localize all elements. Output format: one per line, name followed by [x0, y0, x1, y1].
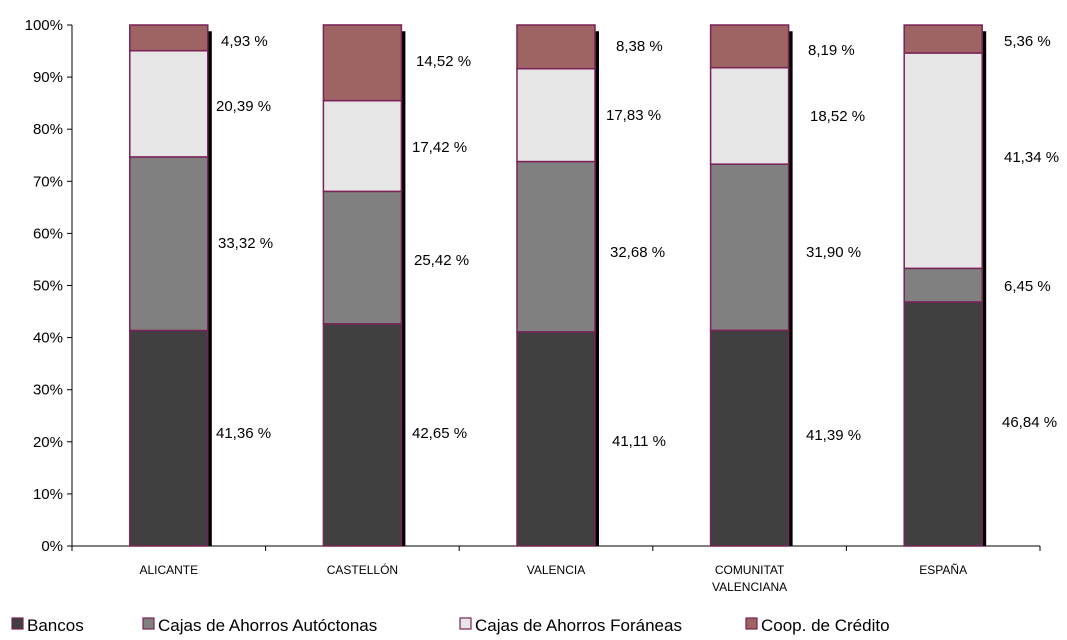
- y-tick-label: 40%: [33, 330, 63, 347]
- data-label: 42,65 %: [412, 425, 467, 442]
- data-label: 41,39 %: [806, 427, 861, 444]
- y-tick-label: 20%: [33, 434, 63, 451]
- y-tick-label: 90%: [33, 69, 63, 86]
- data-label: 20,39 %: [216, 98, 271, 115]
- bar-segment: [903, 24, 983, 54]
- bar-segment: [709, 66, 790, 165]
- x-tick-label: COMUNITAT VALENCIANA: [712, 563, 787, 594]
- bar-segment: [322, 323, 403, 547]
- legend-swatch: [142, 617, 155, 630]
- bar-segment: [322, 99, 403, 193]
- legend-swatch: [459, 617, 472, 630]
- bars: [129, 24, 987, 547]
- data-label: 17,83 %: [606, 107, 661, 124]
- y-tick-label: 0%: [41, 538, 63, 555]
- bar-segment: [516, 331, 596, 547]
- data-label: 5,36 %: [1004, 33, 1051, 50]
- bar-segment: [129, 329, 209, 547]
- legend: Bancos Cajas de Ahorros Autóctonas Cajas d…: [11, 616, 890, 635]
- bar-segment: [322, 24, 403, 102]
- bar-segment: [516, 160, 596, 333]
- y-tick-label: 30%: [33, 382, 63, 399]
- data-label: 17,42 %: [412, 139, 467, 156]
- data-label: 46,84 %: [1002, 414, 1057, 431]
- y-tick-label: 60%: [33, 225, 63, 242]
- bar-shadow: [982, 31, 987, 546]
- y-axis: 0% 10% 20% 30% 40% 50% 60% 70% 80% 90% 100%: [25, 17, 73, 555]
- data-labels: 41,36 % 42,65 % 41,11 % 41,39 % 46,84 % 33,32…: [216, 33, 1059, 450]
- bar-shadow: [207, 31, 212, 546]
- bar-segment: [129, 49, 209, 158]
- bar-segment: [709, 24, 790, 69]
- data-label: 32,68 %: [610, 244, 665, 261]
- bar-segment: [322, 190, 403, 325]
- x-tick-label: CASTELLÓN: [327, 562, 398, 577]
- bar-segment: [516, 67, 596, 163]
- bar-shadow: [401, 31, 406, 546]
- data-label: 14,52 %: [416, 53, 471, 70]
- legend-swatch: [745, 617, 758, 630]
- legend-label: Cajas de Ahorros Foráneas: [475, 616, 682, 635]
- x-tick-label: VALENCIA: [527, 563, 585, 577]
- bar-segment: [903, 267, 983, 303]
- y-tick-label: 10%: [33, 486, 63, 503]
- bar-shadow: [595, 31, 599, 546]
- bar-segment: [129, 24, 209, 52]
- data-label: 31,90 %: [806, 244, 861, 261]
- data-label: 4,93 %: [221, 33, 268, 50]
- x-tick-label: ESPAÑA: [919, 563, 967, 577]
- data-label: 41,11 %: [612, 433, 666, 450]
- data-label: 41,36 %: [216, 425, 271, 442]
- bar-segment: [709, 329, 790, 547]
- x-tick-label: ALICANTE: [139, 563, 198, 577]
- data-label: 6,45 %: [1004, 278, 1051, 295]
- bar-segment: [903, 301, 983, 547]
- y-tick-label: 70%: [33, 173, 63, 190]
- data-label: 8,19 %: [808, 42, 855, 59]
- bar-segment: [516, 24, 596, 70]
- y-tick-label: 100%: [25, 17, 63, 34]
- data-label: 41,34 %: [1004, 149, 1059, 166]
- data-label: 8,38 %: [616, 38, 663, 55]
- data-label: 33,32 %: [218, 235, 273, 252]
- bar-shadow: [788, 31, 793, 546]
- y-tick-label: 80%: [33, 121, 63, 138]
- data-label: 25,42 %: [414, 252, 469, 269]
- x-axis: ALICANTE CASTELLÓN VALENCIA COMUNITAT VALENC…: [71, 545, 1041, 594]
- legend-label: Coop. de Crédito: [761, 616, 890, 635]
- bar-segment: [709, 163, 790, 332]
- legend-label: Bancos: [27, 616, 84, 635]
- legend-swatch: [11, 617, 24, 630]
- data-label: 18,52 %: [810, 108, 865, 125]
- legend-label: Cajas de Ahorros Autóctonas: [158, 616, 377, 635]
- bar-segment: [129, 156, 209, 332]
- y-tick-label: 50%: [33, 278, 63, 295]
- bar-segment: [903, 52, 983, 270]
